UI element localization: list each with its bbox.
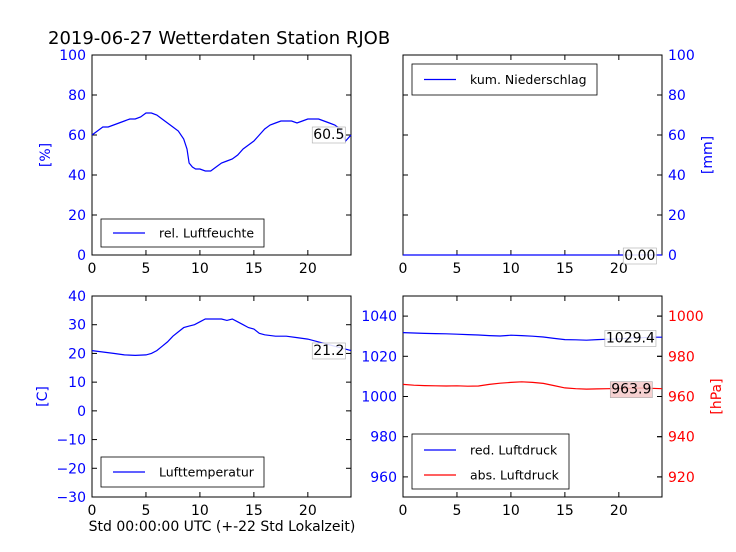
panel-humidity: 0 5 10 15 20 0 20 40 60 80 100 [%] rel. Luftfeuchte 6… — [38, 48, 352, 277]
x-tick-label: 5 — [452, 261, 461, 277]
y-tick-label: 20 — [68, 346, 86, 362]
y-tick-label: −20 — [56, 461, 86, 477]
y-tick-label: 40 — [68, 289, 86, 305]
y-tick-label: 20 — [668, 208, 686, 224]
y-tick-label: 10 — [68, 375, 86, 391]
plot-frame — [91, 295, 352, 498]
legend-entry: rel. Luftfeuchte — [159, 226, 254, 241]
y-tick-label: 1040 — [361, 309, 397, 325]
legend-entry: red. Luftdruck — [470, 443, 558, 458]
y-tick-label: 60 — [68, 128, 86, 144]
annotation-box — [311, 126, 346, 144]
legend: rel. Luftfeuchte — [100, 218, 265, 248]
panel-temperature: 0 5 10 15 20 −30 −20 −10 0 10 20 30 40 [C] Lufttempera… — [35, 289, 352, 519]
chart-title: 2019-06-27 Wetterdaten Station RJOB — [48, 28, 390, 49]
y-tick-label: 60 — [668, 128, 686, 144]
legend: Lufttemperatur — [100, 456, 265, 488]
y-tick-label: 40 — [68, 168, 86, 184]
x-tick-label: 10 — [502, 261, 520, 277]
panel-precipitation: 0 5 10 15 20 0 20 40 60 80 100 [mm] kum. Niederschla… — [399, 48, 716, 277]
plot-frame — [91, 54, 352, 256]
y-tick-label: 1000 — [361, 390, 397, 406]
y-axis-label: [%] — [38, 143, 54, 167]
y-tick-label-right: 1000 — [668, 309, 704, 325]
x-tick-label: 20 — [610, 503, 628, 519]
y-tick-label: 0 — [668, 248, 677, 264]
legend: kum. Niederschlag — [411, 63, 598, 96]
panel-pressure: 0 5 10 15 20 960 980 1000 1020 1040 920 940 960 980 10… — [361, 295, 725, 519]
annotation-box — [609, 381, 653, 398]
y-tick-label: 80 — [68, 88, 86, 104]
annotation-box — [311, 342, 346, 360]
annotation-box — [604, 330, 657, 347]
annotation-box — [622, 247, 657, 265]
y-tick-label-right: 920 — [668, 470, 695, 486]
y-tick-label-right: 980 — [668, 349, 695, 365]
y-tick-label: 80 — [668, 88, 686, 104]
x-tick-label: 20 — [299, 503, 317, 519]
x-tick-label: 15 — [245, 503, 263, 519]
y-axis-label: [hPa] — [709, 378, 725, 414]
y-tick-label: −10 — [56, 433, 86, 449]
x-tick-label: 5 — [452, 503, 461, 519]
y-tick-label: 100 — [668, 48, 695, 64]
value-annotation: 21.2 — [313, 343, 344, 359]
value-annotation: 963.9 — [611, 382, 651, 398]
x-tick-label: 20 — [610, 261, 628, 277]
x-tick-label: 15 — [245, 261, 263, 277]
x-tick-label: 0 — [88, 503, 97, 519]
series-line — [91, 318, 352, 357]
x-tick-label: 5 — [141, 261, 150, 277]
x-tick-label: 15 — [556, 503, 574, 519]
y-tick-label-right: 940 — [668, 430, 695, 446]
y-tick-label: 1020 — [361, 349, 397, 365]
y-tick-label: 20 — [68, 208, 86, 224]
y-axis-label: [C] — [35, 386, 51, 407]
legend-entry: abs. Luftdruck — [470, 468, 560, 483]
x-tick-label: 20 — [299, 261, 317, 277]
x-tick-label: 15 — [556, 261, 574, 277]
x-tick-label: 10 — [502, 503, 520, 519]
x-tick-label: 10 — [191, 503, 209, 519]
x-tick-label: 0 — [399, 261, 408, 277]
y-axis-label: [mm] — [700, 136, 716, 174]
x-tick-label: 5 — [141, 503, 150, 519]
value-annotation: 0.00 — [624, 248, 655, 264]
legend: red. Luftdruck abs. Luftdruck — [411, 433, 570, 490]
y-tick-label-right: 960 — [668, 390, 695, 406]
y-tick-label: 40 — [668, 168, 686, 184]
x-tick-label: 10 — [191, 261, 209, 277]
legend-entry: kum. Niederschlag — [470, 72, 587, 87]
legend-box — [411, 433, 570, 490]
y-tick-label: 960 — [370, 470, 397, 486]
value-annotation: 60.5 — [313, 127, 344, 143]
legend-entry: Lufttemperatur — [159, 465, 255, 480]
x-tick-label: 0 — [88, 261, 97, 277]
y-tick-label: −30 — [56, 490, 86, 506]
x-tick-label: 0 — [399, 503, 408, 519]
value-annotation: 1029.4 — [606, 330, 655, 346]
y-tick-label: 0 — [77, 404, 86, 420]
x-axis-label: Std 00:00:00 UTC (+-22 Std Lokalzeit) — [89, 519, 356, 535]
y-tick-label: 100 — [59, 48, 86, 64]
y-tick-label: 980 — [370, 430, 397, 446]
y-tick-label: 30 — [68, 318, 86, 334]
series-line — [91, 112, 352, 172]
y-tick-label: 0 — [77, 248, 86, 264]
